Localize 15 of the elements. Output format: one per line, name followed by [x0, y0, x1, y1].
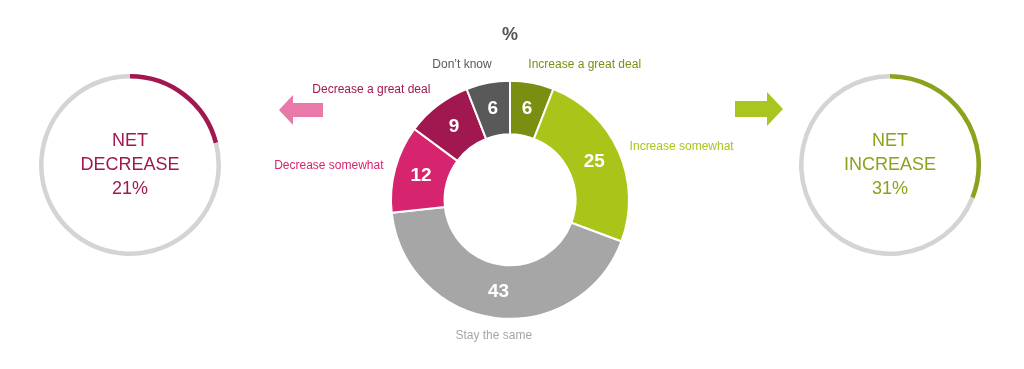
data-label: 9: [448, 114, 460, 136]
data-label: 6: [487, 97, 499, 119]
slice-label: Increase a great deal: [528, 57, 642, 72]
slice-label: Stay the same: [455, 328, 533, 343]
slice-label: Decrease somewhat: [274, 157, 385, 172]
data-label: 25: [583, 150, 606, 172]
slice-label: Increase somewhat: [629, 138, 735, 153]
data-label: 43: [487, 279, 510, 301]
data-label: 12: [410, 163, 432, 185]
text: NET INCREASE 31%: [843, 129, 937, 198]
text: NET DECREASE 21%: [80, 129, 180, 198]
data-label: 6: [521, 97, 533, 119]
chart-title: %: [501, 23, 519, 44]
slice-label: Decrease a great deal: [312, 82, 431, 97]
slice-label: Don’t know: [432, 57, 493, 72]
